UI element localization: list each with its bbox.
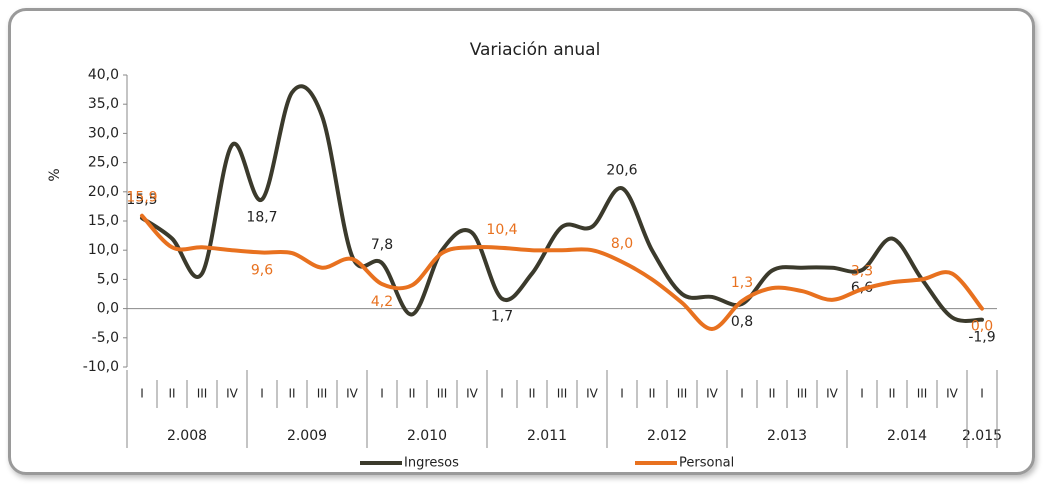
x-tick-label: II bbox=[168, 387, 175, 401]
x-tick-label: III bbox=[917, 387, 928, 401]
year-label: 2.013 bbox=[767, 428, 807, 444]
x-tick-label: I bbox=[380, 387, 384, 401]
y-tick-label: 15,0 bbox=[88, 213, 119, 229]
x-tick-label: IV bbox=[706, 387, 719, 401]
x-tick-label: I bbox=[500, 387, 504, 401]
data-label: 0,0 bbox=[971, 319, 993, 335]
x-tick-label: IV bbox=[826, 387, 839, 401]
x-tick-label: I bbox=[140, 387, 144, 401]
series-line bbox=[140, 84, 984, 323]
y-tick-label: 35,0 bbox=[88, 96, 119, 112]
year-label: 2.011 bbox=[527, 428, 567, 444]
year-label: 2.012 bbox=[647, 428, 687, 444]
chart-title: Variación anual bbox=[470, 40, 601, 60]
legend-label: Personal bbox=[679, 456, 734, 471]
x-tick-label: IV bbox=[226, 387, 239, 401]
x-tick-label: II bbox=[648, 387, 655, 401]
chart-frame bbox=[8, 8, 1035, 475]
x-tick-label: I bbox=[740, 387, 744, 401]
data-label: 0,8 bbox=[731, 314, 753, 330]
y-tick-label: 25,0 bbox=[88, 155, 119, 171]
y-tick-label: -5,0 bbox=[92, 330, 119, 346]
x-tick-label: II bbox=[408, 387, 415, 401]
y-tick-label: 0,0 bbox=[97, 301, 119, 317]
y-tick-label: 20,0 bbox=[88, 184, 119, 200]
year-label: 2.009 bbox=[287, 428, 327, 444]
x-tick-label: IV bbox=[946, 387, 959, 401]
data-label: 15,5 bbox=[126, 192, 157, 208]
x-tick-label: II bbox=[288, 387, 295, 401]
data-label: 9,6 bbox=[251, 263, 273, 279]
x-tick-label: II bbox=[768, 387, 775, 401]
year-label: 2.014 bbox=[887, 428, 927, 444]
series-line bbox=[140, 213, 984, 332]
year-label: 2.008 bbox=[167, 428, 207, 444]
y-tick-label: 10,0 bbox=[88, 242, 119, 258]
data-label: 1,7 bbox=[491, 309, 513, 325]
data-label: 8,0 bbox=[611, 236, 633, 252]
y-tick-label: 30,0 bbox=[88, 125, 119, 141]
data-label: -1,9 bbox=[968, 330, 995, 346]
x-tick-label: IV bbox=[346, 387, 359, 401]
data-label: 7,8 bbox=[371, 237, 393, 253]
data-label: 20,6 bbox=[606, 162, 637, 178]
data-label: 18,7 bbox=[246, 209, 277, 225]
x-tick-label: III bbox=[197, 387, 208, 401]
x-tick-label: III bbox=[797, 387, 808, 401]
x-tick-label: III bbox=[557, 387, 568, 401]
x-tick-label: II bbox=[888, 387, 895, 401]
data-label: 4,2 bbox=[371, 294, 393, 310]
y-tick-label: -10,0 bbox=[83, 359, 119, 375]
data-label: 10,4 bbox=[486, 222, 517, 238]
x-tick-label: III bbox=[317, 387, 328, 401]
x-tick-label: I bbox=[860, 387, 864, 401]
legend-label: Ingresos bbox=[404, 456, 459, 471]
data-label: 3,3 bbox=[851, 263, 873, 279]
y-axis-label: % bbox=[47, 168, 63, 181]
x-tick-label: IV bbox=[586, 387, 599, 401]
y-tick-label: 40,0 bbox=[88, 67, 119, 83]
x-tick-label: I bbox=[980, 387, 984, 401]
x-tick-label: IV bbox=[466, 387, 479, 401]
x-tick-label: III bbox=[677, 387, 688, 401]
data-label: 15,9 bbox=[126, 190, 157, 206]
year-label: 2.015 bbox=[962, 428, 1002, 444]
x-tick-label: III bbox=[437, 387, 448, 401]
x-tick-label: I bbox=[260, 387, 264, 401]
year-label: 2.010 bbox=[407, 428, 447, 444]
x-tick-label: II bbox=[528, 387, 535, 401]
x-tick-label: I bbox=[620, 387, 624, 401]
y-tick-label: 5,0 bbox=[97, 271, 119, 287]
data-label: 1,3 bbox=[731, 275, 753, 291]
